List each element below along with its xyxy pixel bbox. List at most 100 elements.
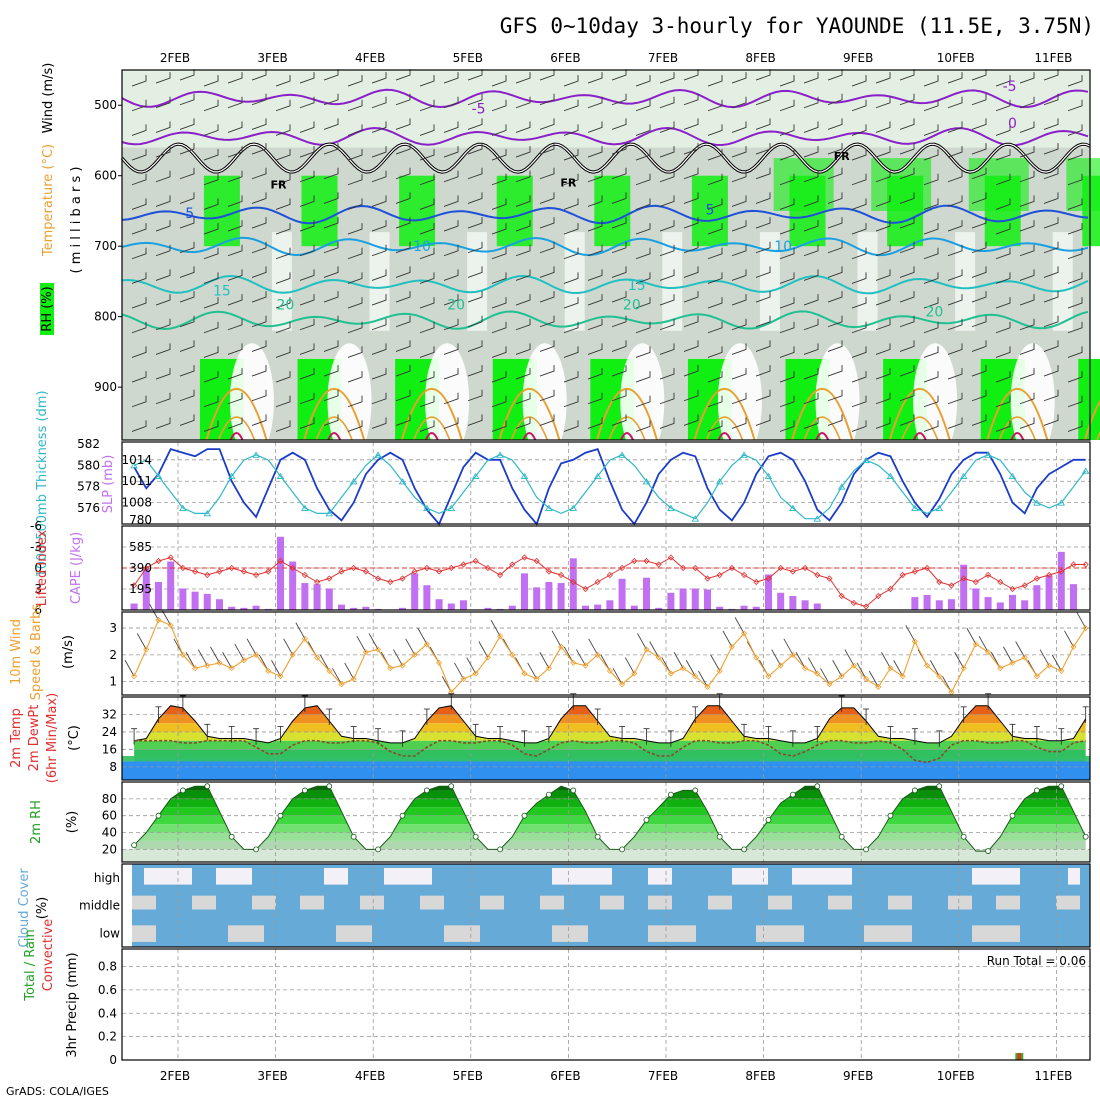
wind-speed-marker xyxy=(606,667,613,674)
wind-barb xyxy=(371,170,387,183)
wind-barb-10m xyxy=(185,652,196,669)
thickness-tick-label: 582 xyxy=(77,437,100,451)
wind-barb xyxy=(923,297,939,309)
wind-barb xyxy=(875,343,891,355)
cape-bar xyxy=(411,573,419,610)
temp2m-frame xyxy=(121,696,1091,781)
wind-barb xyxy=(899,93,915,106)
cape-bar xyxy=(1057,551,1065,610)
wind-barb xyxy=(323,389,339,402)
wind-barb xyxy=(251,266,267,278)
wind-barb xyxy=(971,118,987,130)
wind-barb xyxy=(563,272,579,284)
rh2m-frame xyxy=(121,781,1091,863)
wind-barb xyxy=(443,96,459,109)
cape-bar xyxy=(252,605,260,610)
lifted-index-marker xyxy=(814,571,821,579)
chart-title: GFS 0~10day 3-hourly for YAOUNDE (11.5E,… xyxy=(500,14,1094,38)
wind-barb xyxy=(875,269,891,281)
wind-barb xyxy=(611,69,627,81)
dewpoint-line xyxy=(134,739,1086,764)
wind-speed-marker xyxy=(179,651,186,658)
rh-marker xyxy=(521,812,528,819)
wind-speed-marker xyxy=(887,665,894,672)
cloud-clear-middle xyxy=(720,895,732,910)
wind-barb xyxy=(683,340,699,352)
wind-barb xyxy=(803,294,819,306)
temperature-contour-35 xyxy=(229,431,244,441)
wind-barb xyxy=(467,217,483,229)
contour-label: -5 xyxy=(1003,79,1017,95)
lifted-index-marker xyxy=(1046,571,1053,579)
wind-barb xyxy=(299,244,315,257)
wind-barb xyxy=(179,118,195,130)
thickness-marker xyxy=(569,504,578,511)
panels: 2FEB 2FEB 3FEB 3FEB 4FEB 4FEB 5FEB 5FEB 6FEB 6FEB… xyxy=(9,51,1100,1083)
temperature-contour-25 xyxy=(400,388,463,441)
cloud-clear-middle xyxy=(948,895,960,910)
wind-barb-10m xyxy=(271,660,281,677)
cloud-clear-low xyxy=(684,925,696,942)
wind-barb xyxy=(395,315,411,328)
wind-speed-marker xyxy=(314,654,321,661)
wind-barb xyxy=(1067,247,1083,260)
rh-marker xyxy=(1058,783,1065,790)
wind-barb xyxy=(203,124,219,136)
wind-barb xyxy=(899,414,915,426)
wind-barb xyxy=(131,149,147,161)
wind-barb xyxy=(443,220,459,232)
wind10m-axis-label-2: Speed & Barbs xyxy=(29,604,44,701)
lifted-index-marker xyxy=(655,561,662,568)
wind-speed-marker xyxy=(582,662,589,669)
wind-barb xyxy=(851,420,867,432)
wind-barb-10m xyxy=(405,638,416,656)
wind-barb xyxy=(755,118,771,130)
lifted-index-marker xyxy=(228,564,235,572)
wind-speed-marker xyxy=(704,683,711,691)
wind-barb xyxy=(635,149,651,161)
wind-barb xyxy=(179,414,195,426)
wind-barb xyxy=(275,420,291,432)
temp-band xyxy=(134,714,1086,724)
wind-barb xyxy=(851,173,867,186)
wind-barb xyxy=(467,266,483,278)
temperature-contour-35 xyxy=(620,431,634,441)
lifted-index-marker xyxy=(314,578,321,586)
wind-barb xyxy=(659,269,675,281)
wind-barb xyxy=(899,266,915,278)
thickness-marker xyxy=(740,451,748,458)
wind-barb xyxy=(827,192,843,204)
cloud-clear-high xyxy=(996,868,1008,885)
rh-marker xyxy=(423,787,430,794)
wind-barb-10m xyxy=(344,662,355,680)
wind-speed-marker xyxy=(497,633,504,640)
wind-speed-marker xyxy=(460,675,467,683)
wind-barb xyxy=(707,75,723,87)
wind-barb xyxy=(779,173,795,186)
cape-bar xyxy=(484,607,492,610)
temperature-contour xyxy=(121,204,1089,225)
temperature-contour-25 xyxy=(1084,399,1100,441)
cloud-clear-high xyxy=(168,868,180,885)
rh-marker xyxy=(277,812,284,819)
temp2m-unit-label: (°C) xyxy=(67,725,82,751)
wind-barb xyxy=(755,192,771,204)
wind-barb xyxy=(995,395,1011,408)
rh-marker xyxy=(985,848,991,854)
wind-barb xyxy=(563,223,579,235)
temp-cool-band xyxy=(122,755,1090,762)
wind-barb xyxy=(803,318,819,331)
wind-barb-10m xyxy=(954,652,965,669)
date-label-bottom: 10FEB xyxy=(937,1069,975,1083)
wind-barb xyxy=(299,294,315,306)
wind-speed-marker xyxy=(387,665,394,672)
cloud-clear-low xyxy=(672,925,684,942)
wind-barb xyxy=(443,343,459,355)
wind-barb xyxy=(251,93,267,106)
rh-marker xyxy=(545,791,552,798)
wind-barb xyxy=(731,195,747,207)
wind-barb xyxy=(851,395,867,408)
thickness-marker xyxy=(593,472,602,480)
wind-speed-marker xyxy=(960,665,967,672)
wind-barb xyxy=(611,266,627,278)
